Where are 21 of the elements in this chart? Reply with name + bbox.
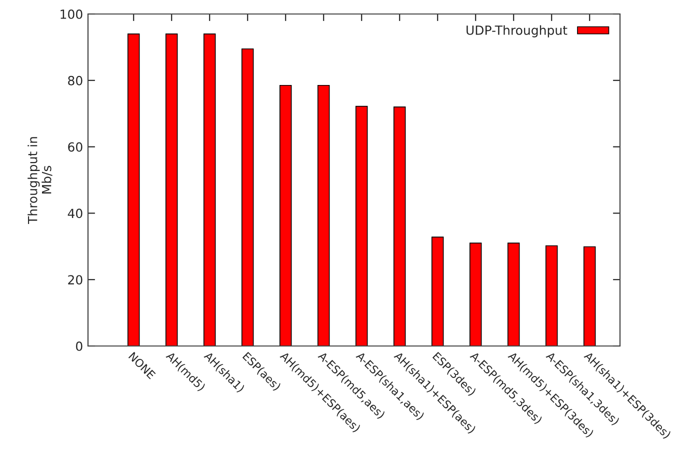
y-axis-title: Throughput in Mb/s xyxy=(28,137,52,224)
bar xyxy=(317,84,330,346)
legend-label: UDP-Throughput xyxy=(466,25,568,38)
y-tick-label: 0 xyxy=(76,341,82,351)
y-tick-label: 80 xyxy=(68,76,82,86)
bar xyxy=(241,48,254,346)
bar xyxy=(279,84,292,346)
y-tick-label: 100 xyxy=(60,9,82,19)
y-tick-label: 20 xyxy=(68,275,82,285)
bar xyxy=(545,245,558,346)
bar xyxy=(355,106,368,346)
bar xyxy=(165,34,178,346)
y-tick-label: 60 xyxy=(68,142,82,152)
bar xyxy=(203,34,216,346)
bar xyxy=(507,242,520,346)
bar xyxy=(583,246,596,346)
y-tick-label: 40 xyxy=(68,208,82,218)
bar xyxy=(469,242,482,346)
bar xyxy=(431,236,444,346)
bar xyxy=(393,106,406,346)
bar xyxy=(127,34,140,346)
